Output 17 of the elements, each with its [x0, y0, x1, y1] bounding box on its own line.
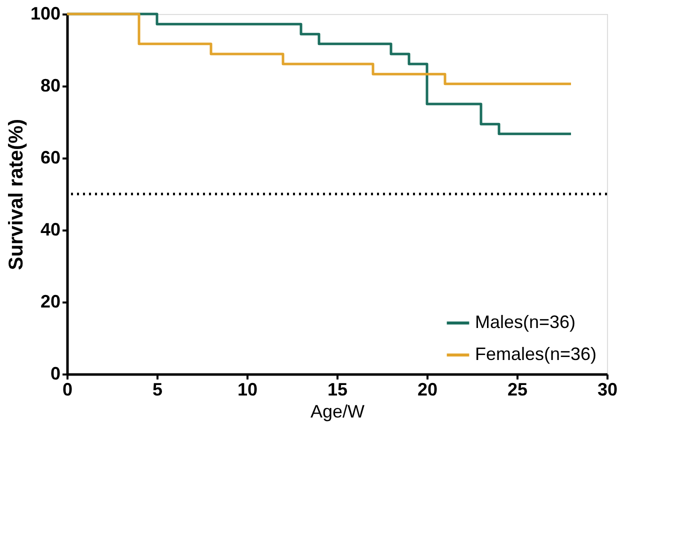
y-tick-label: 100	[30, 4, 60, 24]
y-tick-label: 60	[40, 148, 60, 168]
legend-label: Males(n=36)	[475, 312, 576, 332]
x-tick-label: 15	[327, 380, 348, 400]
x-tick-label: 10	[237, 380, 258, 400]
y-tick-label: 40	[40, 220, 60, 240]
y-tick-label: 20	[40, 292, 60, 312]
y-axis-title: Survival rate(%)	[5, 118, 28, 270]
x-tick-label: 0	[62, 380, 73, 400]
y-tick-label: 80	[40, 76, 60, 96]
x-tick-label: 25	[507, 380, 528, 400]
x-tick-label: 30	[597, 380, 618, 400]
x-tick-label: 20	[417, 380, 438, 400]
legend-label: Females(n=36)	[475, 344, 597, 364]
y-tick-label: 0	[50, 364, 60, 384]
x-tick-label: 5	[152, 380, 163, 400]
x-axis-title: Age/W	[310, 402, 365, 422]
